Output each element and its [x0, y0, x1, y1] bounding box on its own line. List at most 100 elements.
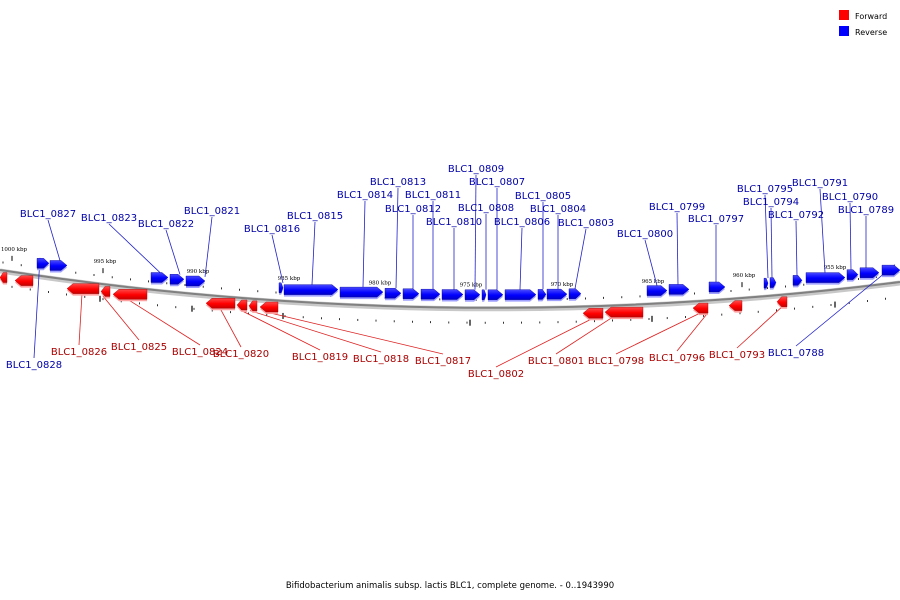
forward-gene-arrow[interactable] [205, 298, 236, 309]
genome-backbone [0, 269, 900, 309]
reverse-label-leader [849, 202, 852, 270]
forward-gene-label[interactable]: BLC1_0801 [528, 356, 584, 367]
reverse-gene-label[interactable]: BLC1_0823 [81, 213, 137, 224]
forward-gene-arrow[interactable] [0, 272, 8, 283]
reverse-gene-label[interactable]: BLC1_0816 [244, 224, 300, 235]
reverse-gene-arrow[interactable] [150, 272, 169, 283]
reverse-gene-arrow[interactable] [537, 289, 547, 300]
scale-tick-label: 985 kbp [278, 276, 301, 282]
forward-gene-arrow[interactable] [776, 296, 788, 307]
forward-gene-label[interactable]: BLC1_0793 [709, 350, 765, 361]
scale-tick-label: 995 kbp [94, 259, 117, 265]
reverse-gene-arrow[interactable] [481, 289, 487, 300]
reverse-gene-label[interactable]: BLC1_0799 [649, 202, 705, 213]
forward-gene-label[interactable]: BLC1_0824 [172, 347, 228, 358]
reverse-gene-label[interactable]: BLC1_0810 [426, 217, 482, 228]
reverse-label-leader [395, 187, 399, 289]
forward-gene-arrow[interactable] [259, 301, 279, 313]
reverse-gene-label[interactable]: BLC1_0800 [617, 229, 673, 240]
reverse-gene-arrow[interactable] [668, 284, 690, 295]
reverse-gene-label[interactable]: BLC1_0828 [6, 360, 62, 371]
reverse-gene-label[interactable]: BLC1_0814 [337, 190, 393, 201]
reverse-gene-arrow[interactable] [792, 275, 803, 286]
forward-gene-arrow[interactable] [100, 286, 111, 297]
forward-label-leader [264, 311, 444, 355]
reverse-gene-arrow[interactable] [402, 288, 420, 299]
scale-tick-label: 990 kbp [187, 269, 210, 275]
reverse-gene-label[interactable]: BLC1_0792 [768, 210, 824, 221]
genome-caption: Bifidobacterium animalis subsp. lactis B… [286, 581, 614, 591]
reverse-gene-label[interactable]: BLC1_0813 [370, 177, 426, 188]
forward-gene-label[interactable]: BLC1_0796 [649, 353, 705, 364]
reverse-gene-arrow[interactable] [464, 289, 481, 300]
reverse-gene-label[interactable]: BLC1_0822 [138, 219, 194, 230]
forward-gene-arrow[interactable] [248, 300, 258, 312]
reverse-gene-arrow[interactable] [185, 275, 206, 287]
forward-gene-label[interactable]: BLC1_0819 [292, 352, 348, 363]
reverse-gene-label[interactable]: BLC1_0803 [558, 218, 614, 229]
reverse-gene-arrow[interactable] [441, 289, 464, 300]
forward-gene-label[interactable]: BLC1_0802 [468, 369, 524, 380]
reverse-gene-arrow[interactable] [708, 281, 726, 293]
forward-gene-arrow[interactable] [692, 302, 709, 314]
reverse-gene-arrow[interactable] [546, 288, 568, 300]
reverse-gene-arrow[interactable] [339, 286, 384, 298]
reverse-gene-arrow[interactable] [49, 260, 68, 271]
reverse-gene-label[interactable]: BLC1_0807 [469, 177, 525, 188]
reverse-gene-arrow[interactable] [805, 272, 846, 283]
forward-gene-label[interactable]: BLC1_0826 [51, 347, 107, 358]
reverse-gene-arrow[interactable] [487, 289, 504, 300]
reverse-gene-label[interactable]: BLC1_0804 [530, 204, 586, 215]
reverse-label-leader [644, 239, 658, 286]
forward-label-leader [555, 317, 613, 355]
reverse-gene-arrow[interactable] [278, 282, 284, 294]
forward-gene-arrow[interactable] [112, 289, 148, 300]
reverse-gene-label[interactable]: BLC1_0809 [448, 164, 504, 175]
reverse-gene-label[interactable]: BLC1_0827 [20, 209, 76, 220]
reverse-gene-arrow[interactable] [763, 277, 769, 289]
reverse-gene-arrow[interactable] [769, 277, 777, 288]
forward-gene-label[interactable]: BLC1_0818 [353, 354, 409, 365]
forward-gene-arrow[interactable] [604, 306, 644, 318]
forward-gene-arrow[interactable] [582, 308, 604, 319]
reverse-gene-label[interactable]: BLC1_0797 [688, 214, 744, 225]
reverse-gene-label[interactable]: BLC1_0805 [515, 191, 571, 202]
reverse-gene-arrow[interactable] [384, 288, 402, 299]
reverse-gene-label[interactable]: BLC1_0788 [768, 348, 824, 359]
reverse-gene-arrow[interactable] [568, 288, 582, 299]
forward-gene-arrow[interactable] [728, 300, 743, 311]
reverse-gene-label[interactable]: BLC1_0806 [494, 217, 550, 228]
scale-tick-label: 980 kbp [369, 281, 392, 287]
forward-gene-label[interactable]: BLC1_0820 [213, 349, 269, 360]
reverse-gene-label[interactable]: BLC1_0794 [743, 197, 799, 208]
legend: Forward Reverse [839, 10, 887, 37]
forward-gene-arrow[interactable] [66, 283, 100, 294]
forward-gene-label[interactable]: BLC1_0825 [111, 342, 167, 353]
reverse-gene-arrow[interactable] [846, 269, 859, 280]
reverse-gene-label[interactable]: BLC1_0815 [287, 211, 343, 222]
reverse-gene-arrow[interactable] [646, 285, 668, 296]
reverse-gene-label[interactable]: BLC1_0791 [792, 178, 848, 189]
forward-gene-label[interactable]: BLC1_0798 [588, 356, 644, 367]
reverse-gene-label[interactable]: BLC1_0821 [184, 206, 240, 217]
reverse-gene-label[interactable]: BLC1_0812 [385, 204, 441, 215]
reverse-gene-arrow[interactable] [504, 289, 537, 300]
forward-gene-label[interactable]: BLC1_0817 [415, 356, 471, 367]
reverse-gene-label[interactable]: BLC1_0789 [838, 205, 894, 216]
reverse-label-leader [474, 174, 477, 290]
reverse-label-leader [819, 188, 826, 273]
forward-gene-arrow[interactable] [236, 299, 248, 311]
reverse-gene-arrow[interactable] [420, 288, 441, 300]
reverse-gene-arrow[interactable] [283, 284, 339, 295]
reverse-gene-arrow[interactable] [169, 274, 185, 285]
reverse-gene-label[interactable]: BLC1_0795 [737, 184, 793, 195]
reverse-gene-arrow[interactable] [36, 258, 50, 269]
reverse-gene-label[interactable]: BLC1_0808 [458, 203, 514, 214]
forward-label-leader [78, 293, 83, 346]
reverse-gene-arrow[interactable] [859, 267, 880, 278]
forward-gene-arrow[interactable] [14, 275, 34, 286]
reverse-gene-arrow[interactable] [881, 264, 900, 276]
reverse-gene-label[interactable]: BLC1_0811 [405, 190, 461, 201]
forward-label-leader [249, 310, 382, 353]
reverse-gene-label[interactable]: BLC1_0790 [822, 192, 878, 203]
